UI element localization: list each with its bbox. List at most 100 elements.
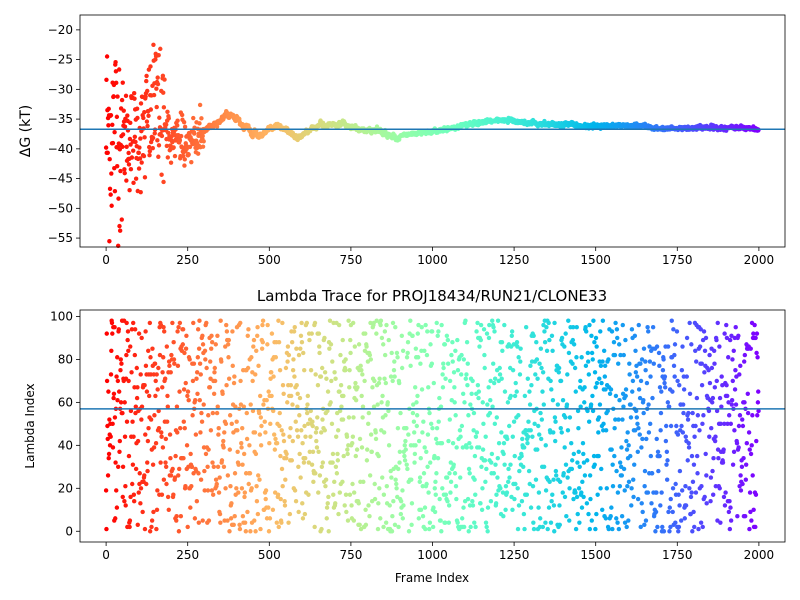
- lambda-data-point: [295, 391, 300, 396]
- lambda-data-point: [312, 524, 317, 530]
- lambda-data-point: [343, 492, 349, 497]
- lambda-data-point: [569, 440, 574, 446]
- lambda-data-point: [702, 370, 707, 375]
- lambda-data-point: [469, 445, 474, 450]
- lambda-data-point: [570, 324, 576, 330]
- lambda-data-point: [359, 393, 364, 399]
- lambda-data-point: [280, 483, 285, 489]
- lambda-data-point: [549, 387, 554, 392]
- lambda-data-point: [564, 402, 570, 407]
- lambda-data-point: [574, 324, 579, 330]
- lambda-data-point: [575, 460, 580, 465]
- lambda-data-point: [366, 421, 371, 427]
- lambda-data-point: [392, 374, 397, 379]
- lambda-data-point: [506, 466, 511, 472]
- lambda-data-point: [360, 415, 365, 420]
- lambda-data-point: [177, 389, 182, 394]
- lambda-data-point: [755, 400, 761, 405]
- lambda-data-point: [581, 451, 586, 457]
- lambda-data-point: [727, 337, 733, 343]
- lambda-data-point: [434, 320, 439, 326]
- lambda-data-point: [271, 408, 276, 414]
- dg-data-point: [131, 90, 137, 96]
- lambda-data-point: [375, 402, 380, 407]
- lambda-data-point: [236, 490, 241, 495]
- lambda-data-point: [257, 477, 262, 482]
- lambda-data-point: [318, 374, 324, 379]
- lambda-data-point: [245, 509, 250, 515]
- lambda-data-point: [182, 350, 187, 356]
- lambda-data-point: [549, 333, 555, 338]
- lambda-data-point: [341, 453, 346, 459]
- lambda-data-point: [413, 346, 419, 351]
- lambda-data-point: [628, 453, 633, 459]
- lambda-data-point: [211, 464, 217, 470]
- lambda-data-point: [388, 374, 394, 379]
- lambda-data-point: [139, 417, 144, 422]
- lambda-data-point: [428, 342, 433, 347]
- lambda-data-point: [284, 451, 289, 457]
- lambda-data-point: [208, 428, 214, 433]
- lambda-data-point: [216, 432, 221, 437]
- lambda-data-point: [463, 376, 468, 381]
- lambda-data-point: [200, 342, 206, 347]
- lambda-data-point: [104, 378, 110, 384]
- lambda-data-point: [648, 453, 654, 459]
- lambda-data-point: [184, 333, 189, 338]
- lambda-data-point: [109, 320, 115, 326]
- lambda-data-point: [687, 391, 693, 396]
- lambda-data-point: [245, 365, 251, 371]
- lambda-data-point: [714, 378, 719, 384]
- dg-x-tick-label: 1000: [417, 253, 448, 267]
- lambda-data-point: [345, 451, 350, 457]
- lambda-data-point: [502, 322, 507, 328]
- lambda-data-point: [582, 400, 587, 405]
- lambda-data-point: [478, 322, 484, 328]
- lambda-data-point: [183, 346, 189, 351]
- lambda-data-point: [602, 363, 608, 369]
- lambda-data-point: [740, 417, 745, 422]
- lambda-data-point: [523, 324, 529, 330]
- lambda-data-point: [276, 524, 281, 530]
- lambda-data-point: [366, 410, 372, 416]
- lambda-data-point: [127, 524, 132, 530]
- lambda-data-point: [288, 393, 294, 399]
- lambda-data-point: [120, 494, 125, 500]
- lambda-data-point: [447, 471, 452, 476]
- lambda-data-point: [309, 462, 315, 467]
- lambda-data-point: [726, 509, 732, 515]
- lambda-data-point: [319, 365, 325, 371]
- lambda-data-point: [104, 331, 109, 336]
- dg-data-point: [115, 94, 120, 99]
- lambda-data-point: [655, 449, 661, 454]
- lambda-data-point: [300, 440, 305, 446]
- lambda-data-point: [737, 413, 743, 418]
- lambda-data-point: [140, 509, 145, 515]
- lambda-data-point: [130, 481, 135, 487]
- lambda-data-point: [287, 511, 293, 517]
- dg-data-point: [107, 186, 113, 192]
- lambda-data-point: [226, 376, 232, 381]
- lambda-data-point: [343, 367, 348, 373]
- lambda-data-point: [567, 415, 573, 420]
- lambda-data-point: [611, 340, 617, 345]
- lambda-data-point: [260, 318, 266, 323]
- lambda-data-point: [686, 440, 691, 446]
- lambda-data-point: [290, 438, 296, 444]
- lambda-data-point: [541, 402, 546, 407]
- lambda-data-point: [648, 374, 653, 379]
- lambda-data-point: [657, 363, 662, 369]
- lambda-data-point: [632, 428, 638, 433]
- lambda-data-point: [168, 456, 173, 461]
- lambda-data-point: [685, 417, 691, 422]
- lambda-data-point: [240, 425, 245, 431]
- lambda-data-point: [566, 350, 572, 356]
- lambda-data-point: [743, 477, 749, 482]
- lambda-data-point: [210, 492, 216, 497]
- lambda-data-point: [338, 352, 343, 358]
- dg-data-point: [105, 150, 110, 155]
- lambda-data-point: [254, 348, 259, 354]
- dg-data-point: [200, 133, 205, 139]
- lambda-data-point: [540, 524, 546, 530]
- lambda-data-point: [376, 501, 381, 506]
